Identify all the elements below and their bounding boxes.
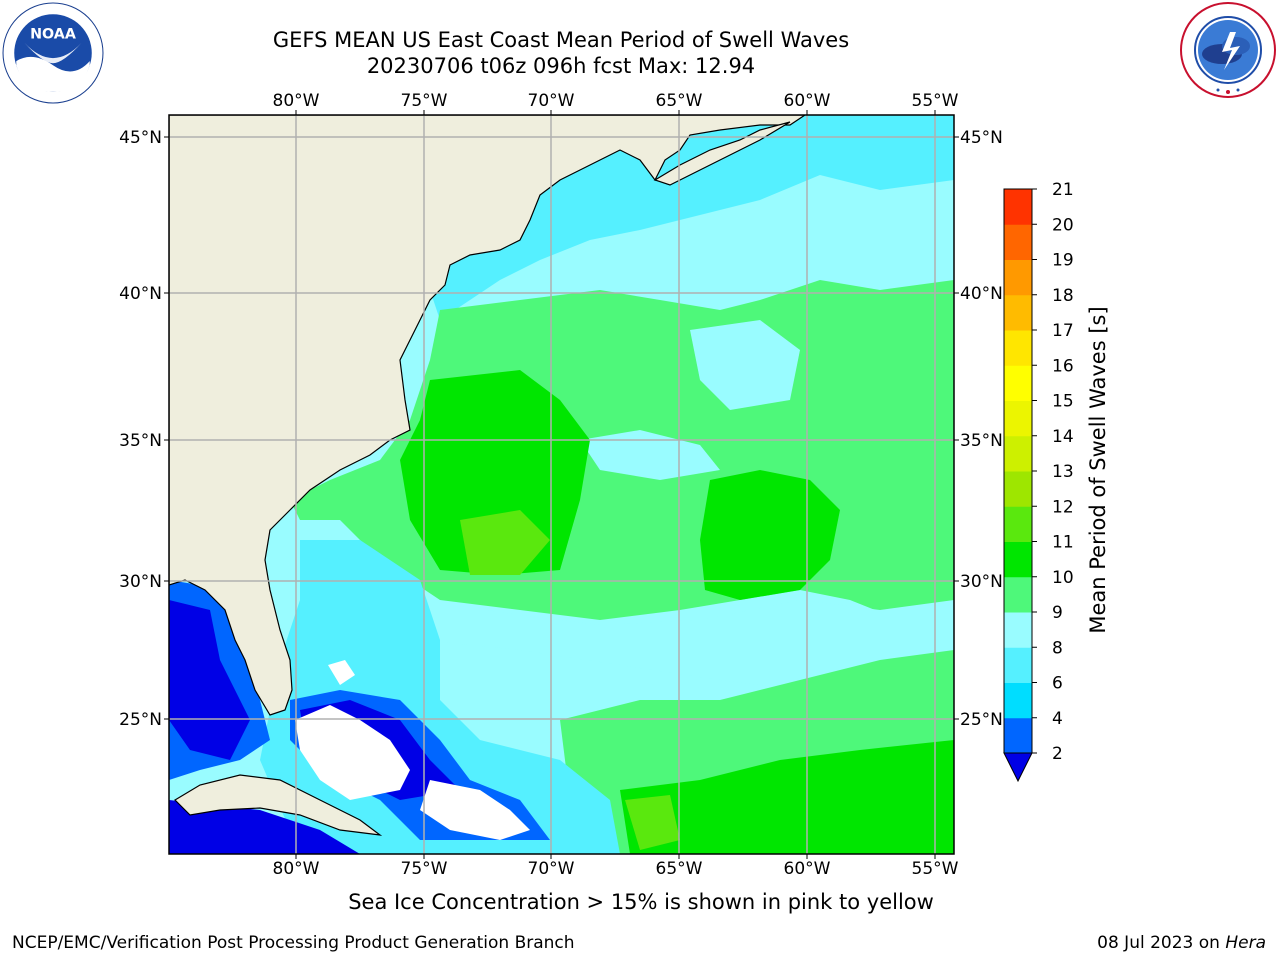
colorbar-tick-label: 19 [1052, 251, 1074, 271]
lat-label: 40°N [119, 284, 162, 304]
field-darkblue-caribbean [169, 800, 360, 854]
map-title-line2: 20230706 t06z 096h fcst Max: 12.94 [366, 54, 756, 78]
field-darkblue-gulf [169, 600, 250, 760]
nodata-caribbean [420, 780, 530, 840]
colorbar-segment [1004, 647, 1032, 683]
colorbar-segment [1004, 294, 1032, 331]
colorbar-tick-label: 9 [1052, 603, 1063, 623]
colorbar-segment [1004, 189, 1032, 225]
lat-label: 35°N [119, 431, 162, 451]
lat-label: 25°N [119, 710, 162, 730]
colorbar-tick-label: 14 [1052, 427, 1074, 447]
lat-labels-left: 45°N 40°N 35°N 30°N 25°N [119, 128, 162, 730]
map-title-line1: GEFS MEAN US East Coast Mean Period of S… [272, 28, 850, 52]
colorbar-segment [1004, 471, 1032, 507]
colorbar-tick-label: 20 [1052, 215, 1074, 235]
colorbar-tick-label: 11 [1052, 533, 1074, 553]
nws-logo-icon [1180, 2, 1276, 98]
colorbar-segment [1004, 541, 1032, 578]
colorbar-segment [1004, 259, 1032, 296]
graticule [169, 115, 954, 854]
colorbar-tick-label: 4 [1052, 709, 1063, 729]
colorbar-under-triangle [1003, 752, 1033, 783]
lon-label: 55°W [912, 91, 959, 111]
field-green-10-11-east [700, 470, 840, 600]
field-light-patch [690, 320, 800, 410]
colorbar-segment [1004, 365, 1032, 401]
field-yellowgreen-core [460, 510, 550, 575]
lat-label: 35°N [960, 431, 1003, 451]
lat-label: 30°N [960, 572, 1003, 592]
colorbar-tick-label: 10 [1052, 568, 1074, 588]
lon-label: 75°W [401, 859, 448, 879]
footer-machine: Hera [1225, 933, 1266, 953]
lon-label: 55°W [912, 859, 959, 879]
colorbar-segment [1004, 400, 1032, 437]
field-green-10-11-west [400, 370, 590, 575]
field-yellowgreen-south [625, 795, 680, 850]
map-frame [168, 114, 955, 855]
sea-ice-note: Sea Ice Concentration > 15% is shown in … [348, 890, 934, 914]
lat-label: 30°N [119, 572, 162, 592]
lon-labels-top: 80°W 75°W 70°W 65°W 60°W 55°W [273, 91, 959, 111]
lon-label: 65°W [656, 91, 703, 111]
colorbar-tick-label: 12 [1052, 497, 1074, 517]
colorbar-title: Mean Period of Swell Waves [s] [1086, 306, 1110, 634]
colorbar-segment [1004, 717, 1032, 754]
colorbar-tick-label: 21 [1052, 180, 1074, 200]
lon-labels-bottom: 80°W 75°W 70°W 65°W 60°W 55°W [273, 859, 959, 879]
colorbar-tick-labels: 2 4 6 8 9 10 11 12 13 14 15 16 17 18 19 20 21 [1052, 180, 1074, 764]
colorbar-tick-label: 15 [1052, 392, 1074, 412]
lon-label: 70°W [528, 91, 575, 111]
field-green-south-core [620, 740, 954, 854]
footer-credit: NCEP/EMC/Verification Post Processing Pr… [12, 933, 575, 953]
colorbar-title-wrap: Mean Period of Swell Waves [s] [1078, 280, 1118, 660]
colorbar-tick-label: 18 [1052, 286, 1074, 306]
nodata-small [328, 660, 355, 685]
colorbar-segment [1004, 682, 1032, 719]
field-light-patch-2 [580, 430, 720, 480]
colorbar-tick-label: 17 [1052, 321, 1074, 341]
colorbar-segment [1004, 506, 1032, 542]
colorbar [1003, 188, 1037, 783]
lon-label: 75°W [401, 91, 448, 111]
lat-label: 25°N [960, 710, 1003, 730]
land-us-east-coast [169, 115, 807, 716]
lon-label: 80°W [273, 859, 320, 879]
colorbar-tick-label: 2 [1052, 744, 1063, 764]
lat-label: 45°N [960, 128, 1003, 148]
lon-label: 60°W [784, 859, 831, 879]
lon-label: 80°W [273, 91, 320, 111]
footer-date: 08 Jul 2023 on Hera [1097, 933, 1266, 953]
colorbar-tick-label: 8 [1052, 638, 1063, 658]
nodata-bahamas [295, 705, 410, 800]
lon-label: 60°W [784, 91, 831, 111]
colorbar-segment [1004, 330, 1032, 366]
land-cuba [174, 774, 383, 836]
lon-label: 70°W [528, 859, 575, 879]
colorbar-tick-label: 13 [1052, 462, 1074, 482]
noaa-logo-icon: NOAA [2, 2, 104, 104]
svg-text:NOAA: NOAA [30, 27, 76, 43]
footer-date-text: 08 Jul 2023 on [1097, 933, 1226, 953]
lat-labels-right: 45°N 40°N 35°N 30°N 25°N [960, 128, 1003, 730]
field-cyan-midband [420, 600, 954, 690]
colorbar-tick-label: 6 [1052, 674, 1063, 694]
lat-label: 40°N [960, 284, 1003, 304]
colorbar-segment [1004, 224, 1032, 260]
colorbar-segment [1004, 612, 1032, 648]
map-area [169, 115, 954, 854]
lon-label: 65°W [656, 859, 703, 879]
axis-ticks [164, 110, 959, 859]
colorbar-segment [1004, 435, 1032, 472]
colorbar-tick-label: 16 [1052, 356, 1074, 376]
lat-label: 45°N [119, 128, 162, 148]
colorbar-segment [1004, 576, 1032, 613]
